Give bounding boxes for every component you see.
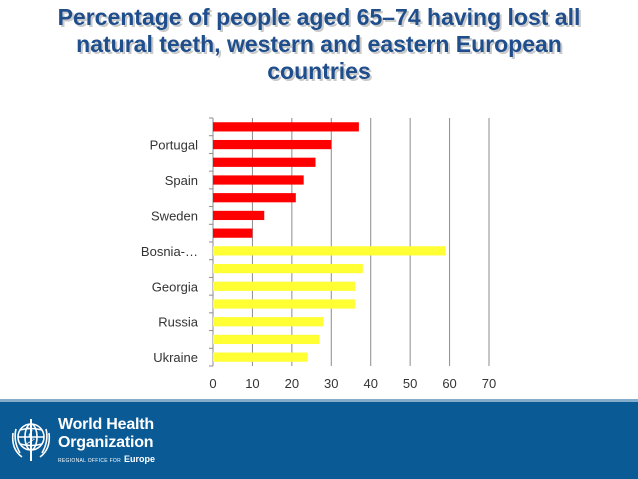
title-line-3: countries: [267, 58, 371, 84]
bar: [213, 263, 363, 274]
x-tick-label: 10: [245, 376, 259, 391]
category-label: Sweden: [151, 208, 198, 223]
bar: [213, 175, 304, 185]
who-emblem-icon: [11, 419, 51, 461]
x-tick-label: 60: [442, 376, 456, 391]
bar: [213, 281, 355, 291]
title-line-1: Percentage of people aged 65–74 having l…: [57, 4, 581, 30]
bar: [213, 334, 320, 345]
bar: [213, 122, 359, 132]
bar: [213, 157, 316, 167]
org-name-line-1: World Health: [58, 416, 154, 433]
footer-divider: [0, 399, 638, 402]
bar: [213, 210, 265, 221]
bar: [213, 299, 355, 309]
x-tick-label: 40: [363, 376, 377, 391]
category-label: Russia: [158, 315, 199, 330]
bar: [213, 352, 308, 362]
bar-chart: Ukraine Russia Georgia Bosnia-… Sweden Spain P…: [141, 117, 496, 391]
who-wordmark: World Health Organization REGIONAL OFFIC…: [58, 416, 155, 465]
org-name-line-2: Organization: [58, 434, 154, 451]
category-label: Spain: [165, 173, 198, 188]
x-tick-label: 20: [285, 376, 299, 391]
category-label: Ukraine: [153, 350, 198, 365]
category-label: Bosnia-…: [141, 244, 198, 259]
x-tick-label: 70: [482, 376, 496, 391]
category-label: Portugal: [150, 138, 199, 153]
bar: [213, 317, 324, 327]
x-tick-label: 50: [403, 376, 417, 391]
x-tick-label: 0: [209, 376, 216, 391]
region-name: Europe: [124, 454, 156, 464]
bar: [213, 228, 253, 238]
bar: [213, 246, 446, 256]
footer-banner: World Health Organization REGIONAL OFFIC…: [0, 399, 638, 479]
x-tick-label: 30: [324, 376, 338, 391]
regional-office-label: REGIONAL OFFICE FOR Europe: [58, 455, 155, 465]
slide-title: Percentage of people aged 65–74 having l…: [0, 4, 638, 85]
title-line-2: natural teeth, western and eastern Europ…: [76, 31, 562, 57]
bar: [213, 139, 332, 150]
category-label: Georgia: [152, 279, 199, 294]
bar: [213, 193, 296, 203]
regional-office-text: REGIONAL OFFICE FOR: [58, 458, 122, 464]
